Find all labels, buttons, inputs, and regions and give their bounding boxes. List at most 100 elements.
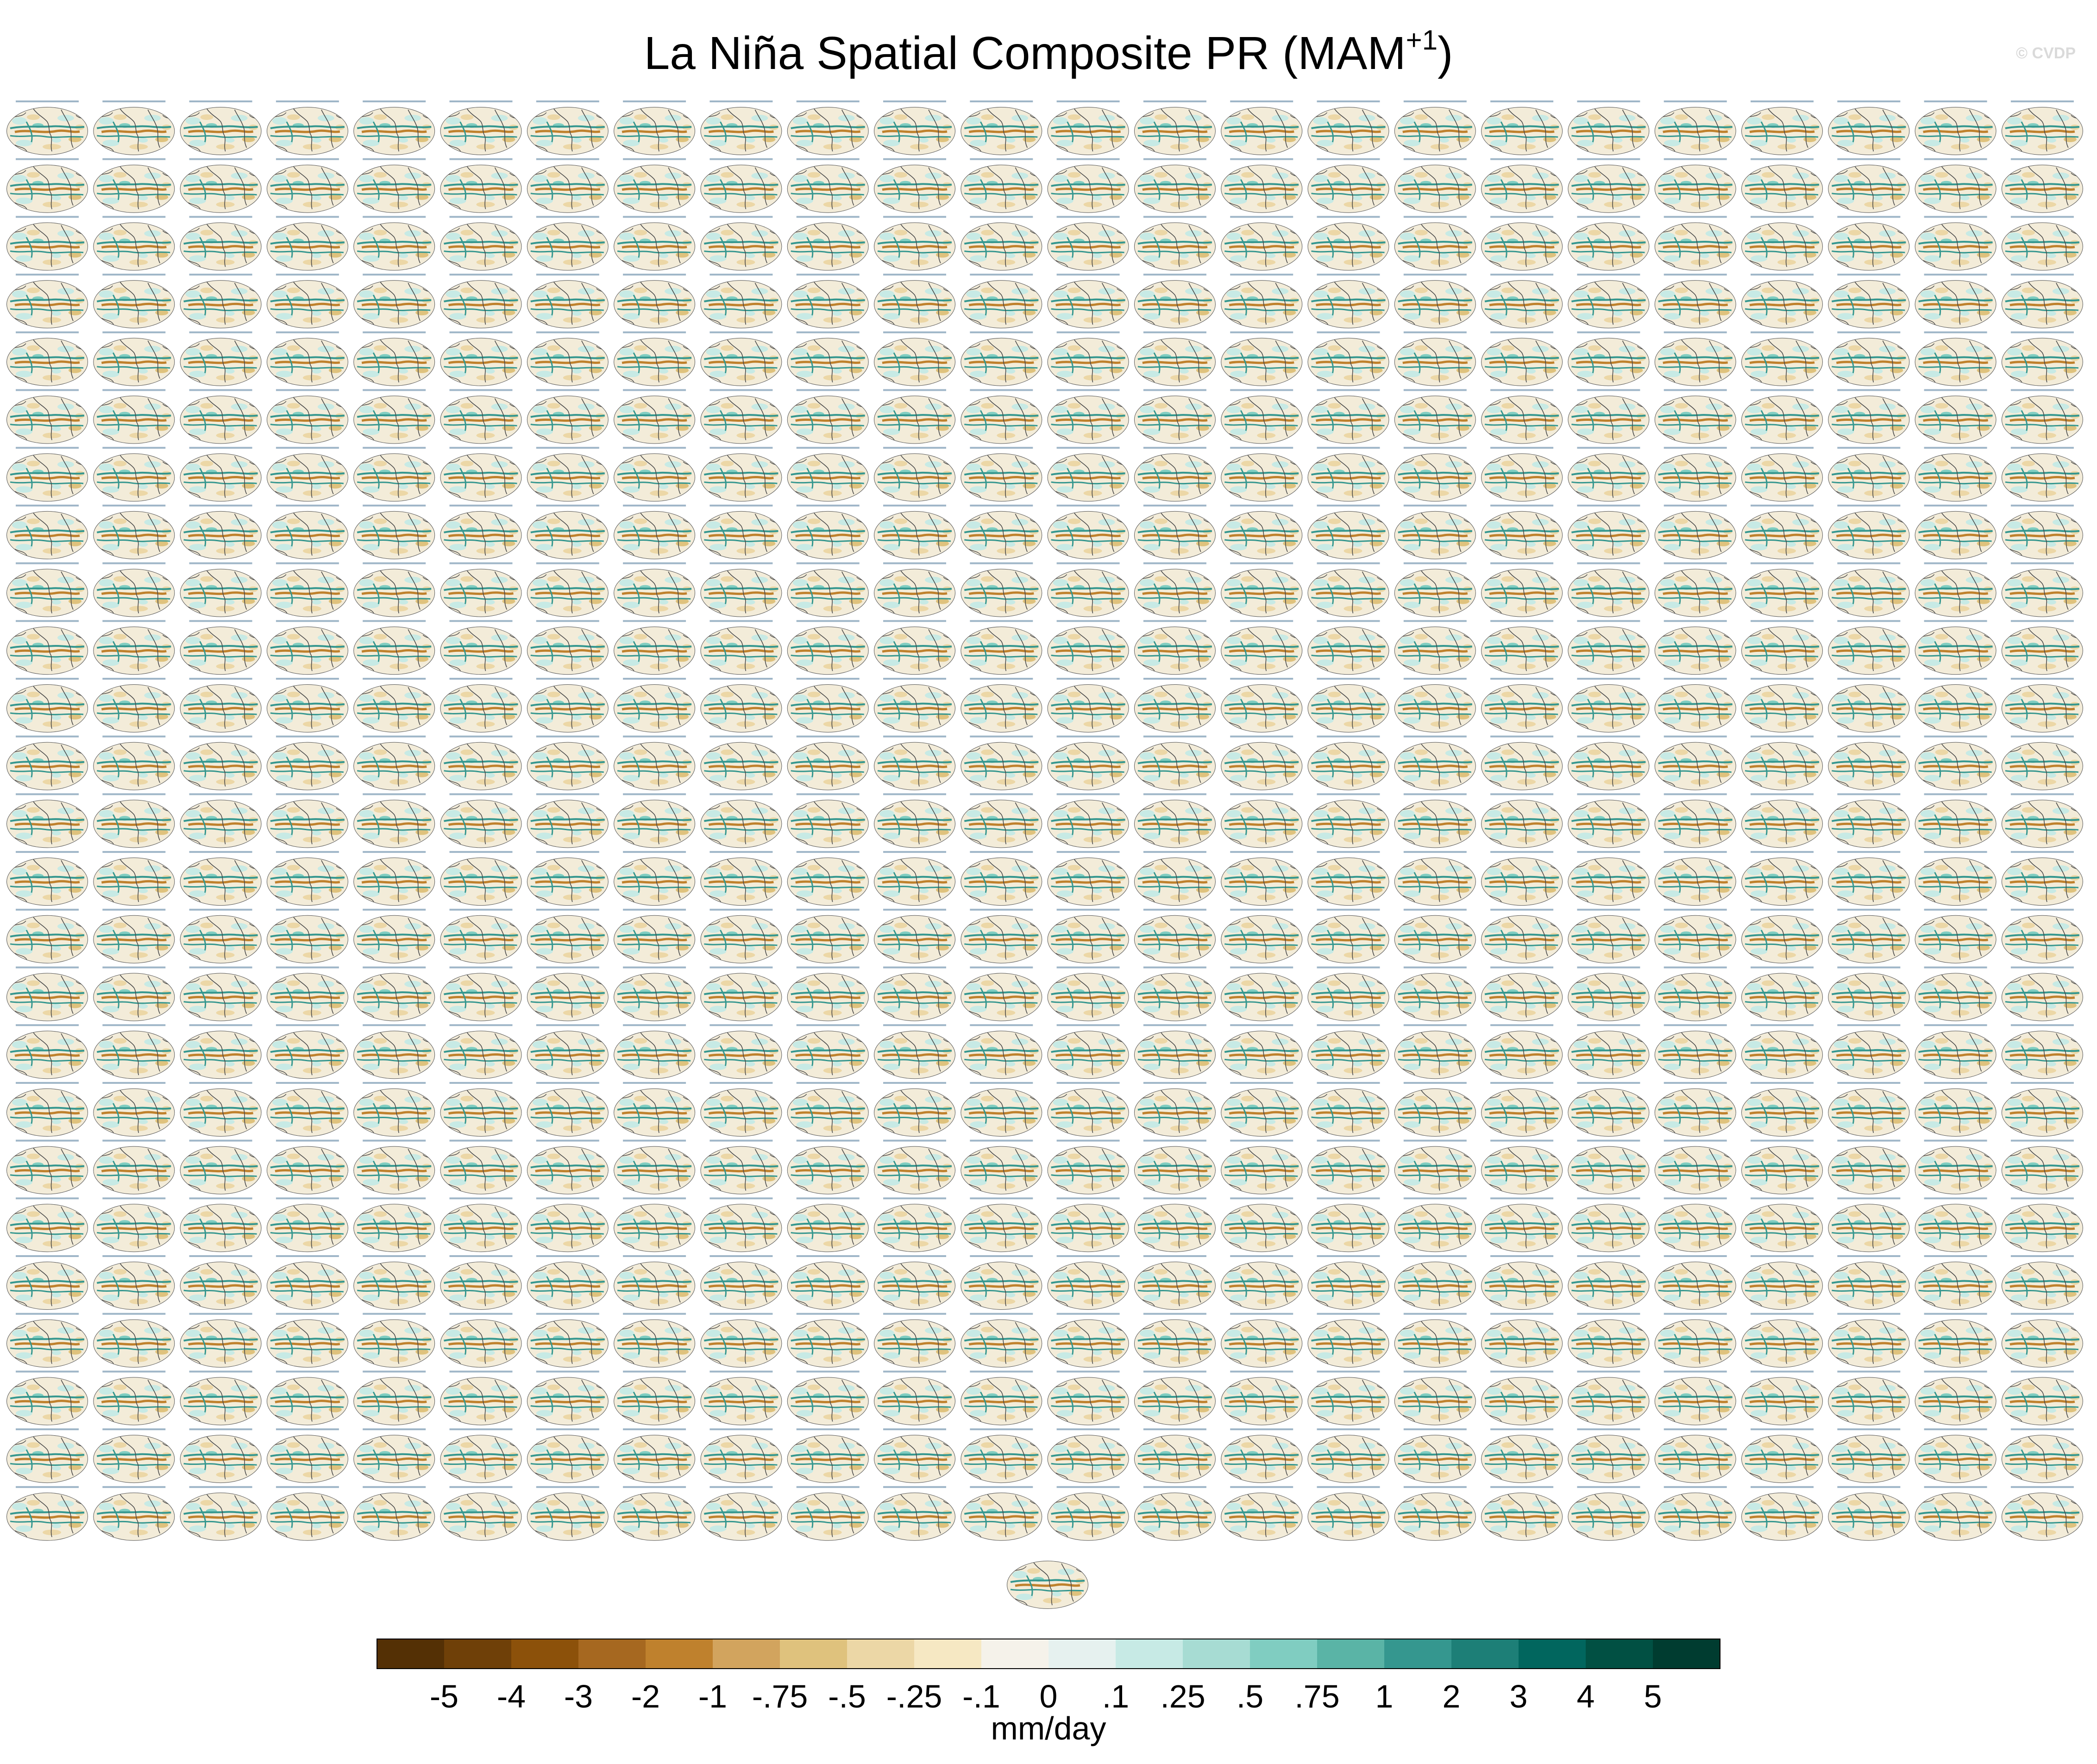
panel-title-mark (623, 274, 686, 276)
panel-title-mark (363, 100, 426, 102)
colorbar-tick-label: .25 (1160, 1678, 1205, 1714)
panel-title-mark (16, 908, 79, 911)
panel-title-mark (102, 389, 166, 391)
map-panel (93, 1313, 175, 1368)
map-panel (1308, 331, 1389, 386)
panel-title-mark (1837, 331, 1901, 333)
map-panel (180, 735, 262, 790)
panel-title-mark (1751, 100, 1814, 102)
map-panel (1481, 331, 1563, 386)
map-panel (2002, 851, 2083, 906)
map-panel (1308, 447, 1389, 501)
panel-title-mark (1230, 562, 1293, 564)
map-panel (440, 1024, 522, 1079)
panel-title-mark (1577, 851, 1640, 853)
panel-title-mark (1751, 908, 1814, 911)
panel-title-mark (1490, 1313, 1554, 1315)
map-panel (700, 1024, 782, 1079)
map-panel (1655, 158, 1736, 213)
panel-title-mark (796, 1197, 860, 1200)
map-panel (440, 1197, 522, 1252)
map-panel (1915, 678, 1997, 732)
map-panel (1655, 851, 1736, 906)
panel-title-mark (536, 1139, 599, 1142)
colorbar-segment (1653, 1639, 1720, 1669)
map-panel (614, 216, 695, 270)
panel-title-mark (16, 100, 79, 102)
colorbar-tick-label: -.75 (752, 1678, 808, 1714)
panel-title-mark (102, 1139, 166, 1142)
map-panel (874, 1486, 955, 1541)
panel-title-mark (1577, 1082, 1640, 1084)
map-panel (1394, 678, 1476, 732)
map-panel (1568, 504, 1649, 559)
panel-title-mark (796, 216, 860, 218)
colorbar-segment (1451, 1639, 1519, 1669)
panel-title-mark (883, 1024, 946, 1026)
panel-title-mark (2010, 504, 2074, 507)
map-panel (1568, 966, 1649, 1021)
map-panel (2002, 1370, 2083, 1425)
colorbar-segment (713, 1639, 780, 1669)
panel-title-mark (536, 100, 599, 102)
map-panel (961, 158, 1042, 213)
panel-title-mark (1056, 1313, 1120, 1315)
map-panel (787, 1313, 869, 1368)
panel-title-mark (1751, 620, 1814, 622)
map-panel (440, 447, 522, 501)
panel-title-mark (363, 1428, 426, 1431)
panel-title-mark (1577, 216, 1640, 218)
panel-title-mark (1230, 851, 1293, 853)
map-panel (700, 100, 782, 155)
panel-title-mark (1664, 620, 1727, 622)
panel-title-mark (2010, 620, 2074, 622)
panel-title-mark (189, 1024, 252, 1026)
panel-title-mark (536, 504, 599, 507)
map-panel (267, 274, 348, 328)
map-panel (353, 851, 435, 906)
map-panel (1048, 908, 1129, 963)
panel-title-mark (1490, 1082, 1554, 1084)
panel-title-mark (1577, 1428, 1640, 1431)
panel-title-mark (1577, 1139, 1640, 1142)
map-panel (1134, 908, 1216, 963)
map-panel (1394, 216, 1476, 270)
panel-title-mark (1317, 1024, 1380, 1026)
panel-title-mark (1403, 908, 1467, 911)
map-panel (353, 447, 435, 501)
panel-title-mark (1664, 678, 1727, 680)
colorbar-segment (646, 1639, 713, 1669)
panel-title-mark (276, 562, 339, 564)
panel-title-mark (1924, 851, 1987, 853)
panel-title-mark (709, 908, 773, 911)
map-panel (6, 331, 88, 386)
panel-title-mark (883, 389, 946, 391)
panel-title-mark (623, 216, 686, 218)
map-panel (700, 1139, 782, 1195)
panel-title-mark (1317, 504, 1380, 507)
panel-title-mark (1924, 100, 1987, 102)
map-panel (1828, 908, 1909, 963)
map-panel (93, 100, 175, 155)
map-panel (2002, 100, 2083, 155)
map-panel (1481, 1255, 1563, 1310)
panel-title-mark (363, 1139, 426, 1142)
map-panel (1741, 158, 1823, 213)
panel-title-mark (1317, 562, 1380, 564)
map-panel (527, 1139, 609, 1195)
map-panel (440, 562, 522, 617)
panel-title-mark (709, 1139, 773, 1142)
colorbar-tick-label: -2 (631, 1678, 660, 1714)
panel-title-mark (1056, 274, 1120, 276)
map-panel (180, 1428, 262, 1483)
map-panel (1741, 1139, 1823, 1195)
map-panel (1915, 158, 1997, 213)
map-panel (93, 389, 175, 444)
map-panel (267, 793, 348, 848)
map-panel (1741, 1024, 1823, 1079)
panel-title-mark (709, 1486, 773, 1488)
map-panel (1048, 504, 1129, 559)
map-panel (1741, 620, 1823, 675)
map-panel (874, 793, 955, 848)
